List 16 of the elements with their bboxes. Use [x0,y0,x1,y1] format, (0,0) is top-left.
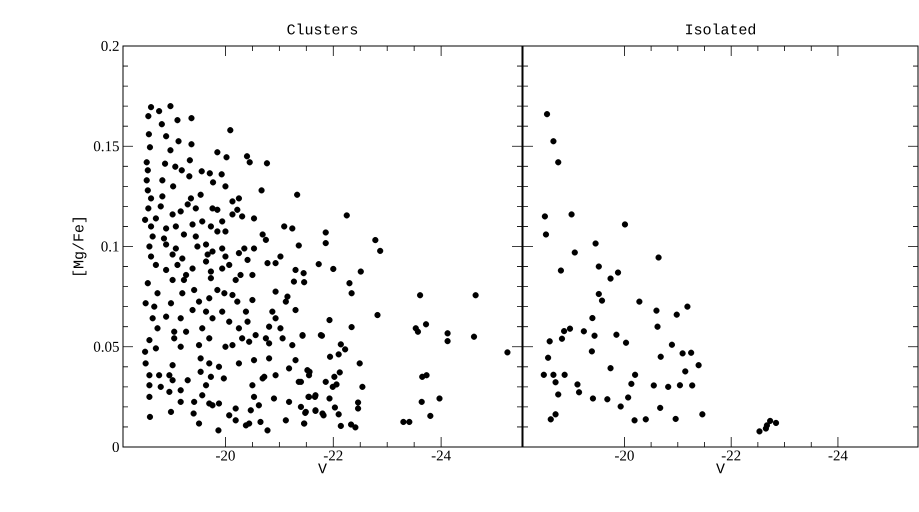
x-tick-label: -22 [324,450,342,460]
y-tick-label: 0 [112,442,119,452]
y-tick-label: 0.1 [101,241,119,252]
y-tick-label: 0.2 [101,40,119,52]
x-tick-label: -20 [615,450,634,461]
x-tick-label: -20 [216,450,235,461]
y-axis-title: [Mg/Fe] [72,218,86,275]
y-tick-label: 0.05 [94,342,119,352]
x-tick-label: -24 [432,450,451,460]
x-axis-title: V [716,463,725,474]
x-axis-title: V [318,463,327,474]
x-tick-label: -22 [722,450,740,460]
chart-title: Clusters [287,24,358,34]
x-tick-label: -24 [828,450,848,460]
chart-title: Isolated [686,23,756,34]
y-tick-label: 0.15 [94,141,119,152]
